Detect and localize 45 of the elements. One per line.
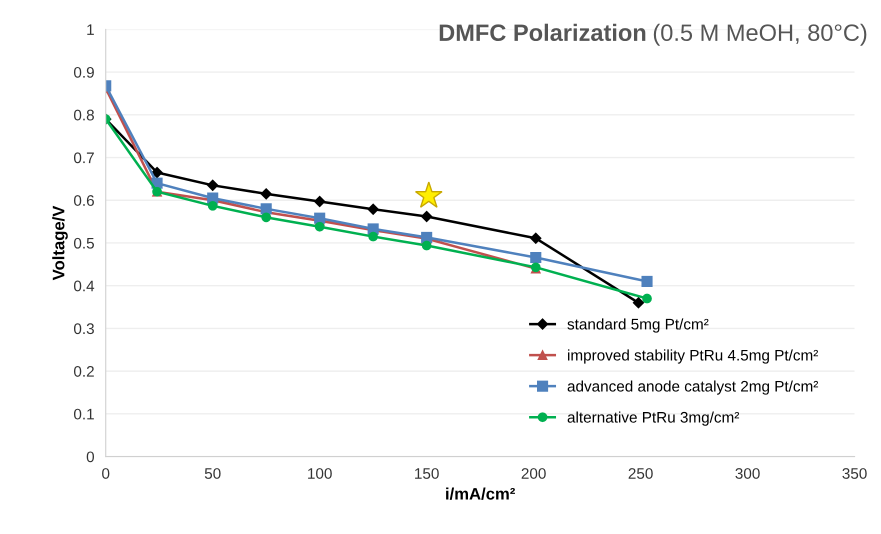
point [530, 252, 542, 264]
x-tick-label: 350 [842, 468, 867, 479]
x-tick-label: 200 [522, 468, 546, 479]
point [641, 276, 653, 287]
point [632, 297, 644, 308]
x-tick-label: 0 [102, 468, 110, 479]
point [151, 166, 163, 178]
y-axis-title: Voltage/V [52, 206, 68, 280]
chart-subtitle: (0.5 M MeOH, 80°C) [654, 24, 866, 46]
y-tick-label: 0.7 [74, 152, 94, 164]
y-tick-label: 0.4 [74, 280, 94, 292]
x-tick-label: 250 [628, 468, 653, 479]
point [208, 200, 218, 211]
y-tick-label: 0.8 [74, 110, 94, 120]
y-tick-label: 1 [87, 24, 94, 35]
x-tick-label: 100 [308, 468, 332, 479]
point [314, 196, 326, 208]
x-tick-label: 150 [415, 468, 439, 479]
point [260, 188, 272, 200]
y-tick-label: 0.2 [74, 366, 94, 377]
point [314, 212, 326, 224]
x-tick-label: 50 [204, 468, 221, 479]
point [642, 294, 652, 304]
point [368, 232, 378, 242]
y-tick-label: 0.6 [74, 195, 94, 206]
y-tick-label: 0.3 [74, 323, 94, 334]
chart-title: DMFC Polarization [440, 24, 646, 42]
point [422, 240, 432, 250]
point [261, 212, 272, 222]
y-tick-label: 0.1 [74, 408, 94, 420]
legend-label: advanced anode catalyst 2mg Pt/cm² [568, 380, 818, 395]
y-tick-label: 0.5 [74, 238, 94, 249]
x-axis-title: i/mA/cm² [446, 487, 515, 500]
x-tick-label: 300 [735, 468, 760, 479]
point [207, 180, 218, 191]
point [530, 232, 542, 244]
legend-label: alternative PtRu 3mg/cm² [568, 411, 740, 426]
y-tick-label: 0.9 [74, 66, 94, 78]
y-tick-label: 0 [86, 451, 94, 462]
legend-label: standard 5mg Pt/cm² [567, 318, 709, 333]
point [260, 203, 272, 214]
point [421, 210, 432, 222]
point [368, 204, 379, 215]
legend-label: improved stability PtRu 4.5mg Pt/cm² [568, 349, 818, 364]
point [314, 222, 325, 232]
